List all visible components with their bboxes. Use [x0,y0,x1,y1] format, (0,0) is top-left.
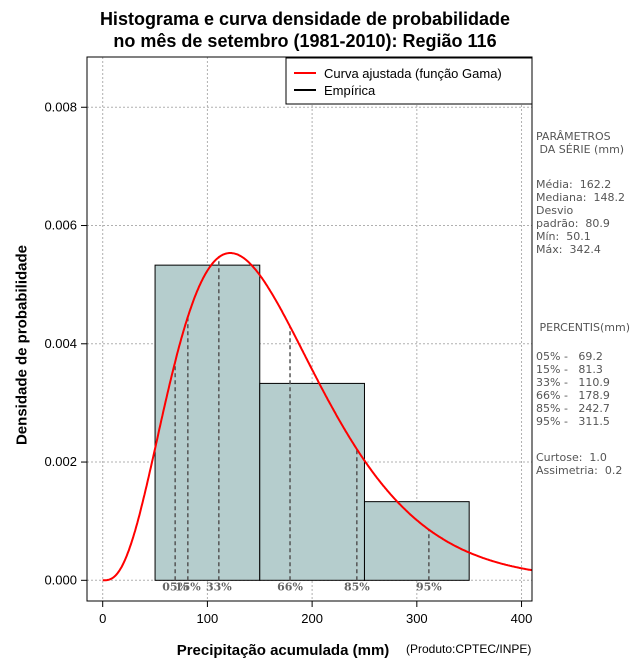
x-tick-label-1: 100 [197,611,219,626]
legend-label-1: Curva ajustada (função Gama) [324,66,502,81]
percentile-label-66%: 66% [277,580,303,593]
percentile-label-15%: 15% [175,580,201,593]
x-tick-label-2: 200 [301,611,323,626]
params-text: Média: 162.2 Mediana: 148.2 Desvio padrã… [536,178,625,256]
y-axis-label: Densidade de probabilidade [13,244,31,446]
percentile-label-05%: 05% [162,580,188,593]
plot-frame [86,56,533,602]
percentile-label-33%: 33% [206,580,232,593]
histogram-bar-3 [363,501,470,581]
x-tick-label-3: 300 [406,611,428,626]
x-tick-label-0: 0 [99,611,106,626]
legend: Curva ajustada (função Gama) Empírica [285,57,533,105]
x-tick-label-4: 400 [511,611,533,626]
percentiles-title: PERCENTIS(mm) [536,321,630,334]
chart-title-line1: Histograma e curva densidade de probabil… [99,9,511,29]
y-tick-label-2: 0.004 [44,336,77,351]
y-tick-label-0: 0.000 [44,572,77,587]
x-axis-label: Precipitação acumulada (mm) [176,642,390,659]
y-tick-label-1: 0.002 [44,454,77,469]
chart-title-line2: no mês de setembro (1981-2010): Região 1… [113,31,497,51]
percentile-label-85%: 85% [344,580,370,593]
percentiles-text: 05% - 69.2 15% - 81.3 33% - 110.9 66% - … [536,350,610,428]
shape-stats-text: Curtose: 1.0 Assimetria: 0.2 [536,451,623,477]
legend-label-2: Empírica [324,83,376,98]
y-tick-label-3: 0.006 [44,218,77,233]
gamma-fit-curve [102,252,532,582]
percentile-label-95%: 95% [416,580,442,593]
product-credit: (Produto:CPTEC/INPE) [406,642,532,656]
params-title: PARÂMETROS DA SÉRIE (mm) [536,130,625,156]
histogram-bar-2 [259,382,365,581]
histogram-bar-1 [154,264,261,581]
legend-box [285,57,533,105]
y-tick-label-4: 0.008 [44,99,77,114]
